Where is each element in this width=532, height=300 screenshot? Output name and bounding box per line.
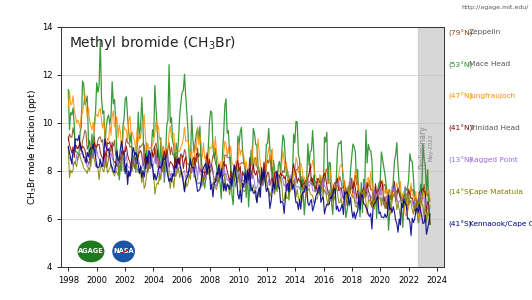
- Text: (41°S): (41°S): [448, 221, 471, 228]
- Text: (47°N): (47°N): [448, 93, 472, 100]
- Text: Zeppelin: Zeppelin: [469, 29, 501, 35]
- Text: Jungfraujoch: Jungfraujoch: [469, 93, 516, 99]
- Y-axis label: CH$_3$Br mole fraction (ppt): CH$_3$Br mole fraction (ppt): [26, 89, 39, 205]
- Text: Preliminary: Preliminary: [419, 125, 428, 169]
- Text: (41°N): (41°N): [448, 125, 472, 132]
- Text: AGAGE: AGAGE: [78, 248, 104, 254]
- Text: (14°S): (14°S): [448, 189, 471, 196]
- Text: (79°N): (79°N): [448, 29, 472, 37]
- Text: Trinidad Head: Trinidad Head: [469, 125, 520, 131]
- Bar: [418, 27, 459, 267]
- Text: (13°N): (13°N): [448, 157, 472, 164]
- Text: Cape Matatula: Cape Matatula: [469, 189, 523, 195]
- Text: http://agage.mit.edu/: http://agage.mit.edu/: [461, 4, 528, 10]
- Text: Kennaook/Cape Grim: Kennaook/Cape Grim: [469, 221, 532, 227]
- Text: Mace Head: Mace Head: [469, 61, 510, 67]
- Text: Ragged Point: Ragged Point: [469, 157, 518, 163]
- Text: (53°N): (53°N): [448, 61, 472, 68]
- Ellipse shape: [78, 241, 104, 262]
- Text: NASA: NASA: [113, 248, 134, 254]
- Text: Methyl bromide (CH$_3$Br): Methyl bromide (CH$_3$Br): [69, 34, 236, 52]
- Ellipse shape: [113, 241, 134, 262]
- Text: May-2023: May-2023: [429, 134, 434, 160]
